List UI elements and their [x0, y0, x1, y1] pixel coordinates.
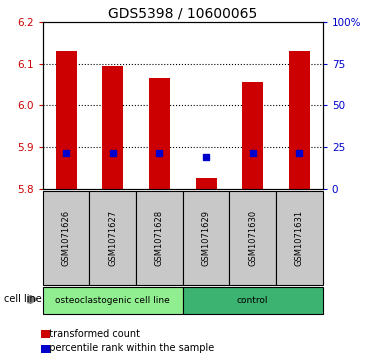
Bar	[196, 178, 217, 189]
Text: transformed count: transformed count	[43, 329, 139, 339]
Text: GSM1071631: GSM1071631	[295, 210, 304, 266]
Text: GSM1071627: GSM1071627	[108, 210, 117, 266]
Bar	[183, 287, 323, 314]
Bar	[149, 78, 170, 189]
Text: osteoclastogenic cell line: osteoclastogenic cell line	[55, 296, 170, 305]
Bar	[229, 191, 276, 285]
Bar	[43, 191, 89, 285]
Text: GSM1071628: GSM1071628	[155, 210, 164, 266]
Text: GSM1071629: GSM1071629	[201, 210, 211, 266]
Text: percentile rank within the sample: percentile rank within the sample	[43, 343, 214, 354]
Text: control: control	[237, 296, 269, 305]
Bar	[289, 51, 310, 189]
Bar	[89, 191, 136, 285]
Bar	[183, 191, 229, 285]
Bar	[136, 191, 183, 285]
Bar	[56, 51, 76, 189]
Text: cell line: cell line	[4, 294, 42, 305]
Bar	[242, 82, 263, 189]
Text: GSM1071630: GSM1071630	[248, 210, 257, 266]
Text: GSM1071626: GSM1071626	[62, 210, 70, 266]
Title: GDS5398 / 10600065: GDS5398 / 10600065	[108, 7, 257, 21]
Bar	[102, 66, 123, 189]
Bar	[276, 191, 323, 285]
Bar	[43, 287, 183, 314]
